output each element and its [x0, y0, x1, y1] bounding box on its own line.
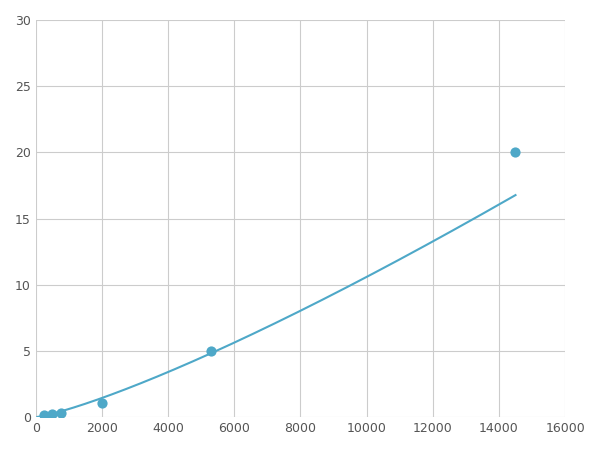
Point: [39, 412, 49, 419]
Point: [511, 149, 520, 156]
Point: [97, 399, 107, 406]
Point: [206, 347, 216, 355]
Point: [47, 410, 57, 418]
Point: [56, 409, 65, 416]
